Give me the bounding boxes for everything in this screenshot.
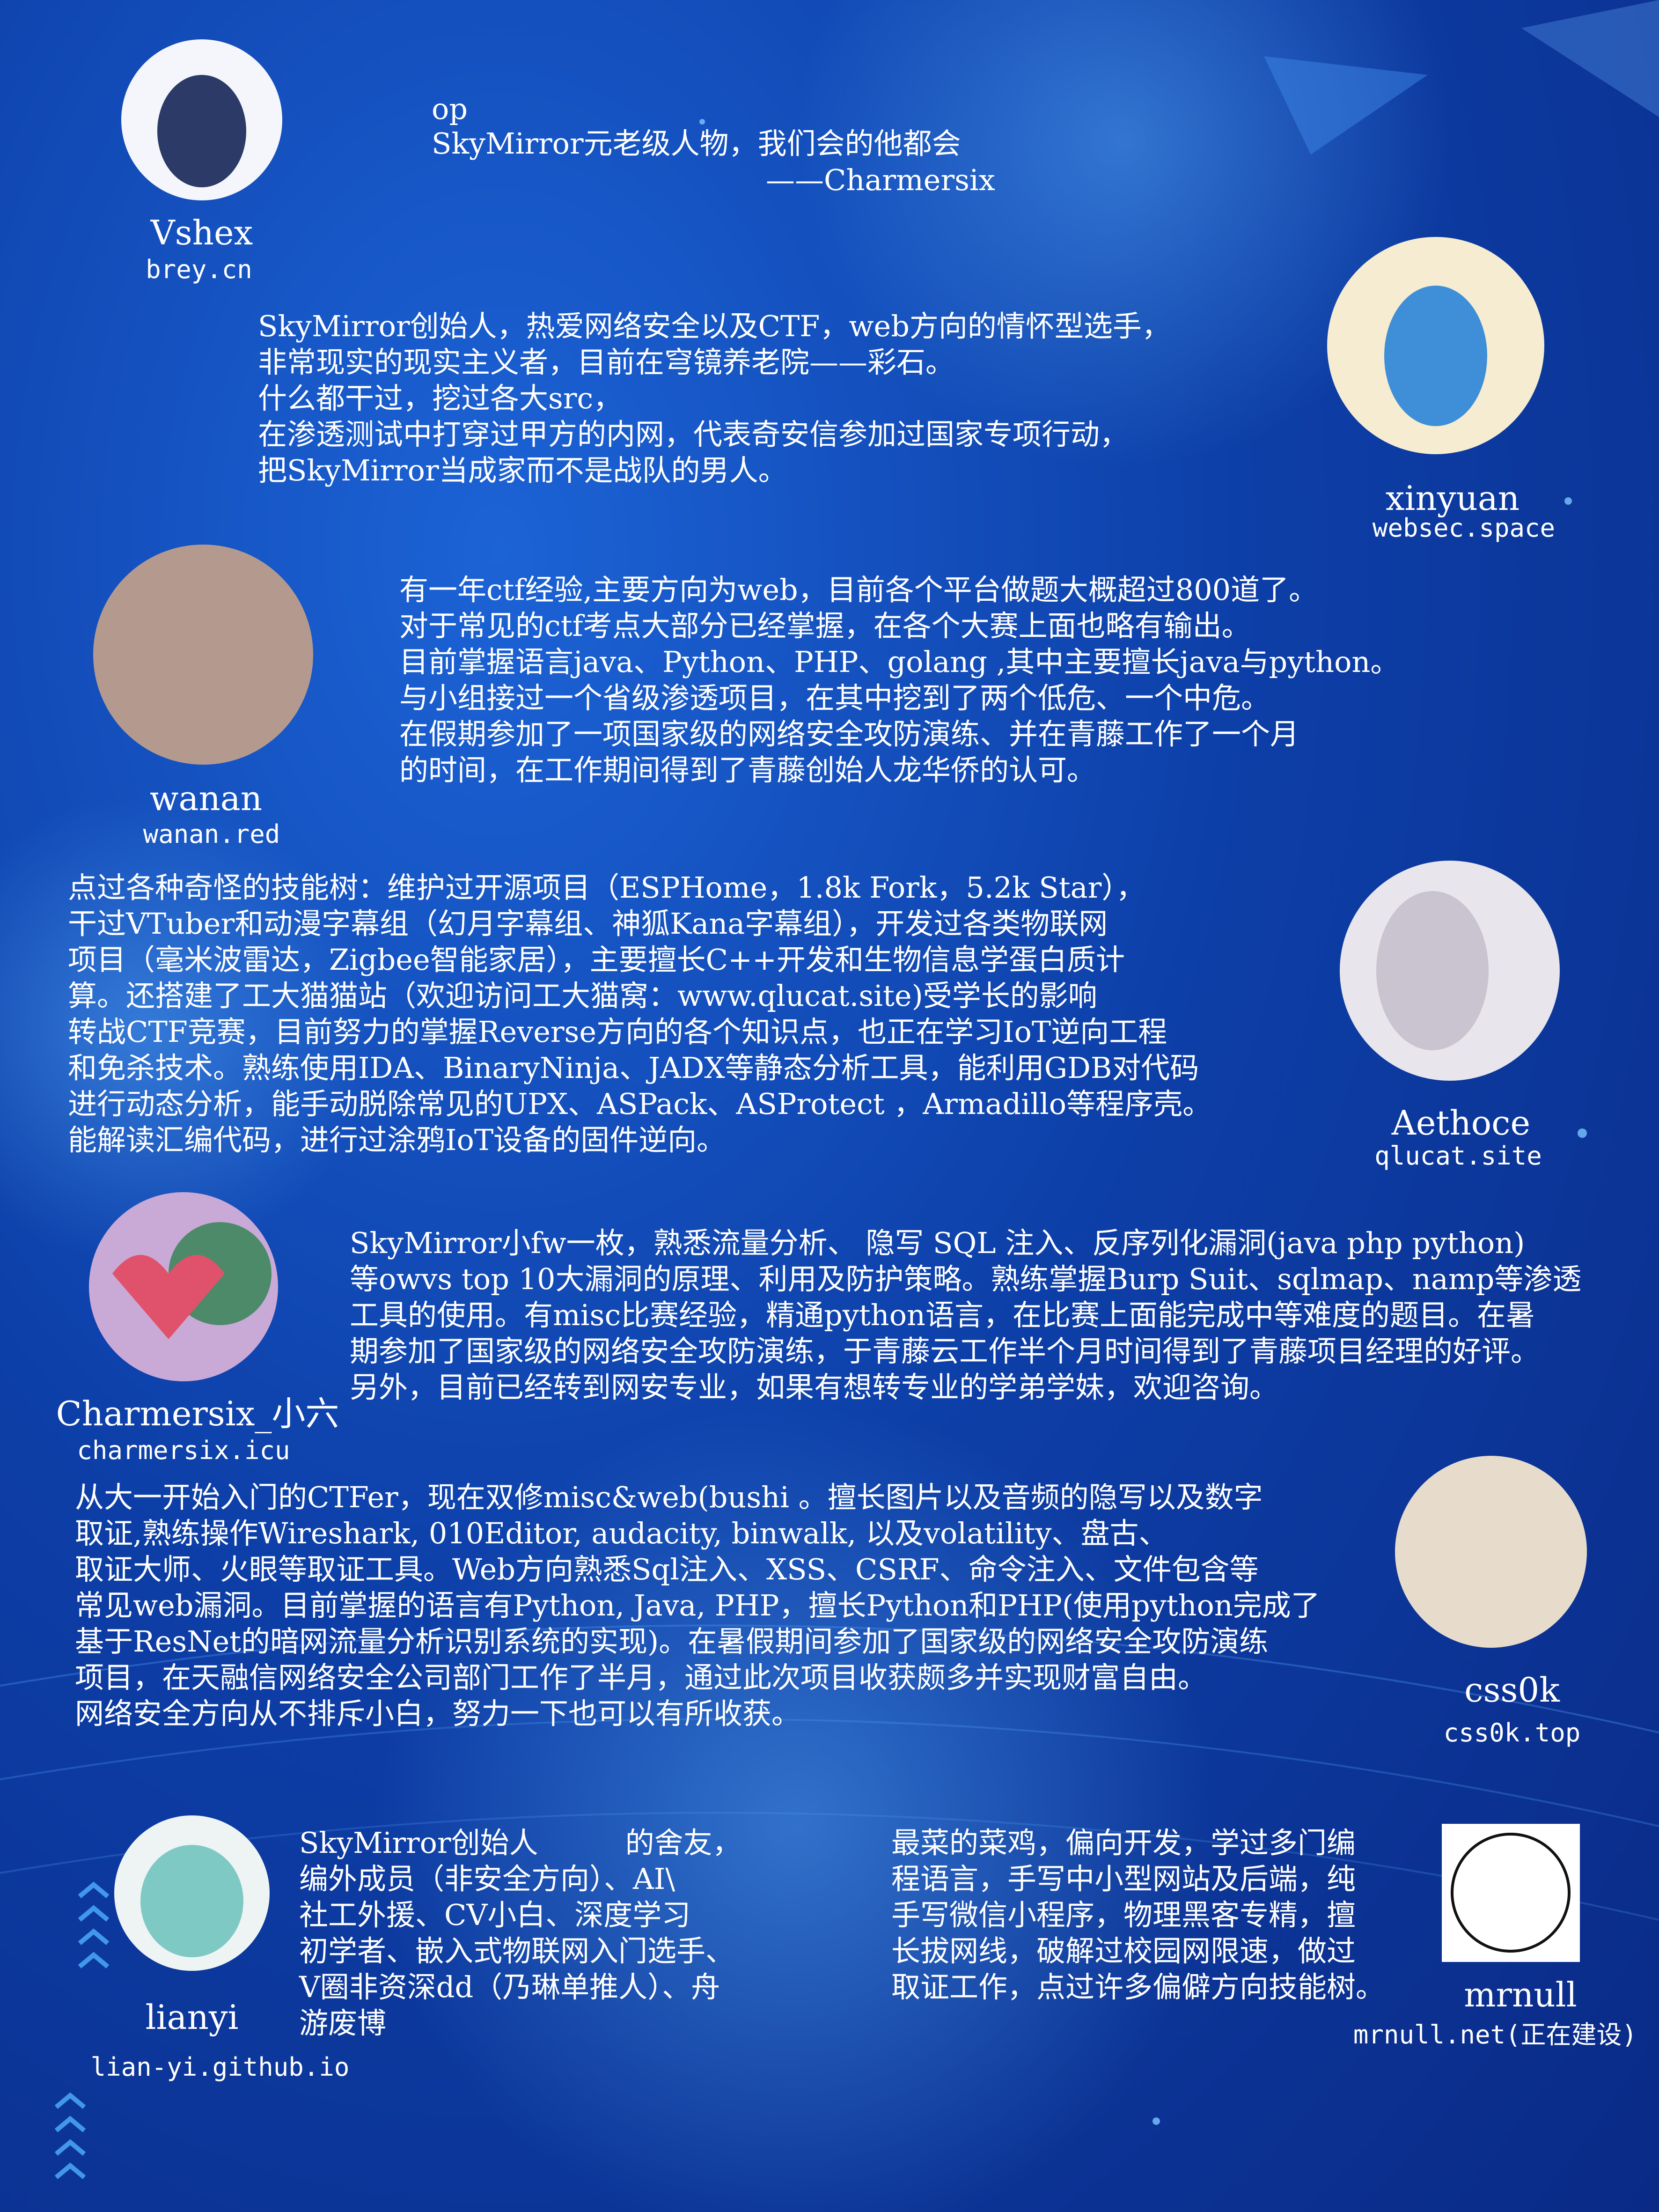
bio-line: 另外，目前已经转到网安专业，如果有想转专业的学弟学妹，欢迎咨询。 bbox=[350, 1370, 1279, 1404]
member-site: websec.space bbox=[1372, 513, 1556, 543]
member-name: Charmersix_小六 bbox=[56, 1394, 339, 1433]
avatar bbox=[1442, 1824, 1580, 1962]
bio-line: 算。还搭建了工大猫猫站（欢迎访问工大猫窝：www.qlucat.site)受学长… bbox=[68, 979, 1097, 1013]
bio-line: 与小组接过一个省级渗透项目，在其中挖到了两个低危、一个中危。 bbox=[399, 681, 1270, 715]
avatar bbox=[1395, 1456, 1587, 1648]
avatar-figure bbox=[157, 75, 246, 187]
bio-line: 对于常见的ctf考点大部分已经掌握，在各个大赛上面也略有输出。 bbox=[399, 609, 1251, 643]
avatar-figure bbox=[1384, 286, 1487, 426]
bio-line: 期参加了国家级的网络安全攻防演练，于青藤云工作半个月时间得到了青藤项目经理的好评… bbox=[350, 1334, 1540, 1368]
bio-line: 社工外援、CV小白、深度学习 bbox=[299, 1898, 691, 1932]
member-name: xinyuan bbox=[1385, 479, 1520, 518]
bio-line: 从大一开始入门的CTFer，现在双修misc&web(bushi 。擅长图片以及… bbox=[75, 1480, 1263, 1514]
bio-line: 游废博 bbox=[299, 2006, 387, 2040]
member-name: wanan bbox=[149, 779, 263, 818]
bio-line: 目前掌握语言java、Python、PHP、golang ,其中主要擅长java… bbox=[399, 645, 1400, 679]
member-site: css0k.top bbox=[1443, 1718, 1581, 1747]
avatar-figure bbox=[1376, 891, 1489, 1050]
avatar-figure bbox=[1451, 1833, 1571, 1953]
bio-line: 把SkyMirror当成家而不是战队的男人。 bbox=[258, 453, 787, 487]
member-site: qlucat.site bbox=[1374, 1141, 1542, 1171]
member-site: charmersix.icu bbox=[77, 1436, 290, 1465]
bio-line: 转战CTF竞赛，目前努力的掌握Reverse方向的各个知识点，也正在学习IoT逆… bbox=[68, 1015, 1167, 1049]
member-site: mrnull.net(正在建设) bbox=[1353, 2020, 1637, 2050]
bio-line: 的时间，在工作期间得到了青藤创始人龙华侨的认可。 bbox=[399, 753, 1096, 787]
bio-line: 在假期参加了一项国家级的网络安全攻防演练、并在青藤工作了一个月 bbox=[399, 717, 1299, 751]
avatar-figure bbox=[112, 1255, 225, 1339]
member-site: lian-yi.github.io bbox=[90, 2052, 350, 2082]
bio-line: 最菜的菜鸡，偏向开发，学过多门编 bbox=[891, 1826, 1356, 1860]
member-site: wanan.red bbox=[143, 819, 280, 849]
bio-line: 项目（毫米波雷达，Zigbee智能家居），主要擅长C++开发和生物信息学蛋白质计 bbox=[68, 943, 1125, 977]
member-name: css0k bbox=[1464, 1670, 1560, 1710]
bio-line: 取证工作，点过许多偏僻方向技能树。 bbox=[891, 1970, 1385, 2004]
bio-line: 在渗透测试中打穿过甲方的内网，代表奇安信参加过国家专项行动， bbox=[258, 417, 1129, 451]
bio-line: 能解读汇编代码，进行过涂鸦IoT设备的固件逆向。 bbox=[68, 1123, 726, 1157]
bio-line: 编外成员（非安全方向）、AI\ bbox=[299, 1862, 675, 1896]
bio-line: 干过VTuber和动漫字幕组（幻月字幕组、神狐Kana字幕组），开发过各类物联网 bbox=[68, 907, 1108, 941]
bio-line: SkyMirror创始人，热爱网络安全以及CTF，web方向的情怀型选手， bbox=[258, 309, 1171, 343]
bio-line: 取证大师、火眼等取证工具。Web方向熟悉Sql注入、XSS、CSRF、命令注入、… bbox=[75, 1552, 1259, 1586]
quote-line: op bbox=[432, 92, 468, 126]
bio-line: 进行动态分析，能手动脱除常见的UPX、ASPack、ASProtect ，Arm… bbox=[68, 1087, 1212, 1121]
avatar bbox=[93, 545, 313, 765]
bio-line: 基于ResNet的暗网流量分析识别系统的实现)。在暑假期间参加了国家级的网络安全… bbox=[75, 1624, 1269, 1659]
bio-line: 手写微信小程序，物理黑客专精，擅 bbox=[891, 1898, 1356, 1932]
bio-line: 等owvs top 10大漏洞的原理、利用及防护策略。熟练掌握Burp Suit… bbox=[350, 1262, 1582, 1296]
bio-line: 什么都干过，挖过各大src， bbox=[258, 381, 623, 415]
bio-line: 取证,熟练操作Wireshark, 010Editor, audacity, b… bbox=[75, 1516, 1168, 1550]
bio-line: 工具的使用。有misc比赛经验，精通python语言，在比赛上面能完成中等难度的… bbox=[350, 1298, 1535, 1332]
bio-line: 项目，在天融信网络安全公司部门工作了半月，通过此次项目收获颇多并实现财富自由。 bbox=[75, 1660, 1207, 1695]
member-name: Aethoce bbox=[1391, 1103, 1531, 1143]
bio-line: 和免杀技术。熟练使用IDA、BinaryNinja、JADX等静态分析工具，能利… bbox=[68, 1051, 1199, 1085]
bio-line: 初学者、嵌入式物联网入门选手、 bbox=[299, 1934, 735, 1968]
bio-line: V圈非资深dd（乃琳单推人）、舟 bbox=[299, 1970, 720, 2004]
quote-line: SkyMirror元老级人物，我们会的他都会 bbox=[432, 126, 961, 161]
bio-line: 网络安全方向从不排斥小白，努力一下也可以有所收获。 bbox=[75, 1696, 801, 1731]
quote-line: ——Charmersix bbox=[766, 163, 995, 197]
bio-line: 长拔网线，破解过校园网限速，做过 bbox=[891, 1934, 1356, 1968]
avatar-figure bbox=[140, 1845, 243, 1957]
bio-line: 非常现实的现实主义者，目前在穹镜养老院——彩石。 bbox=[258, 345, 955, 379]
member-name: Vshex bbox=[150, 213, 253, 252]
member-name: lianyi bbox=[145, 1998, 239, 2037]
bio-line: 有一年ctf经验,主要方向为web，目前各个平台做题大概超过800道了。 bbox=[399, 573, 1318, 607]
bio-line: 点过各种奇怪的技能树：维护过开源项目（ESPHome，1.8k Fork，5.2… bbox=[68, 870, 1145, 905]
bio-line: 常见web漏洞。目前掌握的语言有Python, Java, PHP，擅长Pyth… bbox=[75, 1588, 1320, 1622]
bio-line: SkyMirror小fw一枚，熟悉流量分析、 隐写 SQL 注入、反序列化漏洞(… bbox=[350, 1226, 1525, 1260]
member-site: brey.cn bbox=[146, 255, 252, 284]
bio-line: 程语言，手写中小型网站及后端，纯 bbox=[891, 1862, 1356, 1896]
bio-line: SkyMirror创始人 的舍友， bbox=[299, 1826, 741, 1860]
member-name: mrnull bbox=[1464, 1975, 1577, 2014]
